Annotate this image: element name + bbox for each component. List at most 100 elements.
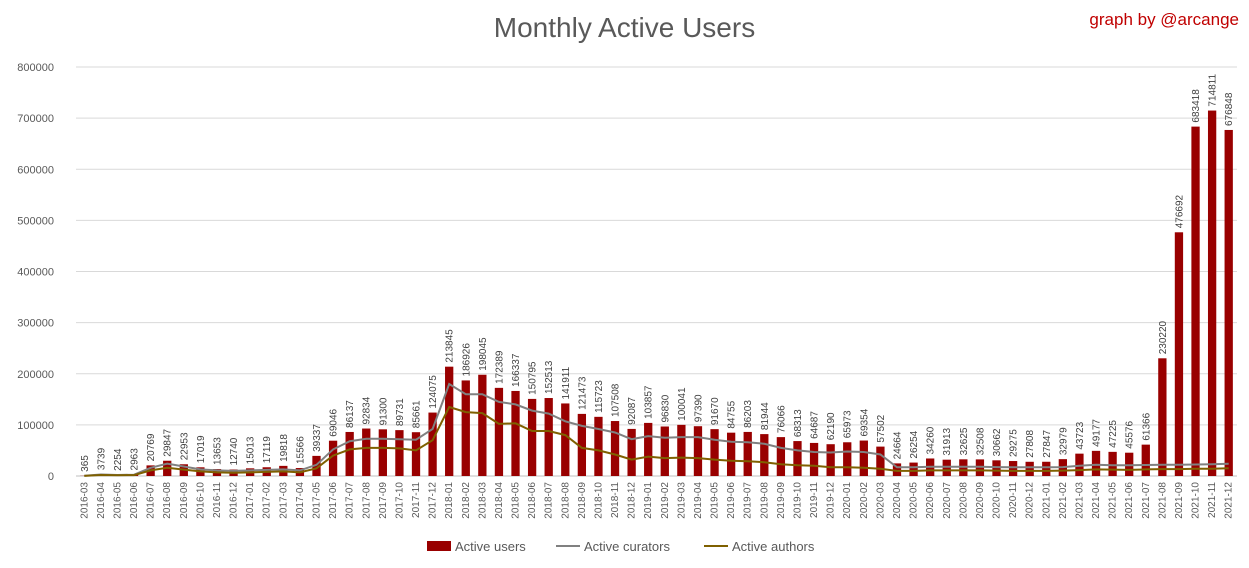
x-tick-label: 2018-06 [527,482,538,519]
bar [876,446,885,476]
bar [610,421,620,476]
data-label: 39337 [312,424,323,452]
x-tick-label: 2017-09 [378,482,389,519]
data-label: 714811 [1208,73,1219,106]
x-tick-label: 2020-05 [909,482,920,519]
bar [809,442,819,476]
x-tick-label: 2017-01 [245,482,256,519]
x-tick-label: 2017-02 [262,482,273,519]
data-label: 3739 [96,447,107,470]
bar [395,430,404,476]
x-tick-label: 2021-11 [1207,482,1218,518]
x-tick-label: 2017-03 [278,482,289,519]
x-tick-label: 2018-05 [511,482,522,519]
bar [478,374,487,476]
data-label: 100041 [677,387,688,421]
bar [1224,129,1233,476]
bar [677,424,686,476]
x-tick-label: 2020-07 [942,482,953,519]
bar [411,432,421,476]
legend: Active users Active curators Active author… [427,539,815,554]
bar [1108,451,1117,476]
data-label: 92834 [362,396,373,424]
data-label: 124075 [428,375,439,409]
x-tick-label: 2016-09 [179,482,190,519]
data-label: 81944 [760,402,771,430]
data-label: 22953 [179,432,190,460]
series-line [84,405,1229,477]
bar [378,429,387,476]
y-tick-label: 400000 [17,267,54,279]
x-tick-label: 2019-03 [676,482,687,519]
bar [428,412,437,476]
x-tick-label: 2020-01 [842,482,853,519]
y-tick-label: 500000 [17,215,54,227]
bar [445,366,454,476]
x-tick-label: 2020-04 [892,482,903,519]
data-label: 166337 [511,353,522,387]
x-tick-label: 2017-12 [428,482,439,519]
data-label: 213845 [445,329,456,363]
bar [693,426,703,476]
bar [1042,461,1051,476]
x-tick-label: 2021-12 [1224,482,1235,519]
x-tick-label: 2018-08 [560,482,571,519]
x-tick-label: 2017-04 [295,482,306,519]
x-tick-label: 2020-02 [859,482,870,519]
x-tick-label: 2017-11 [411,482,422,518]
bar [511,390,520,476]
data-label: 29847 [163,428,174,456]
bar [859,440,868,476]
bar [710,429,719,476]
bar [527,398,537,476]
data-label: 17119 [262,436,273,464]
data-label: 2254 [113,448,124,471]
bar [362,428,371,476]
data-label: 13653 [212,437,223,465]
bar [494,387,504,476]
data-label: 31913 [942,427,953,455]
data-label: 32508 [975,427,986,455]
bar [312,455,321,476]
x-tick-label: 2016-03 [79,482,90,519]
data-label: 15013 [246,436,257,464]
x-tick-label: 2018-10 [593,482,604,519]
x-tick-label: 2018-07 [544,482,555,519]
x-tick-label: 2020-11 [1008,482,1019,518]
data-label: 91300 [378,397,389,425]
y-axis: 0 100000 200000 300000 400000 500000 600000 700… [17,62,54,483]
bar [345,431,354,476]
bar [461,380,470,476]
bar [1141,444,1150,476]
bar [992,460,1001,476]
bar [544,398,553,476]
x-tick-label: 2019-07 [743,482,754,519]
data-label: 61366 [1141,412,1152,440]
bar [1091,450,1101,476]
x-axis: 2016-03 2016-04 2016-05 2016-06 2016-07 2016-… [79,482,1234,519]
data-label: 27808 [1025,430,1036,458]
bar [1174,232,1184,476]
bar [793,441,802,476]
bar [627,428,636,476]
x-tick-label: 2021-07 [1141,482,1152,519]
data-label: 69046 [329,408,340,436]
x-tick-label: 2021-09 [1174,482,1185,519]
data-label: 96830 [660,394,671,422]
data-label: 115723 [594,380,605,413]
data-labels: 365 3739 2254 2963 20769 29847 22953 17019 13653… [80,73,1235,471]
x-tick-label: 2018-09 [577,482,588,519]
legend-swatch [427,541,451,551]
data-label: 92087 [627,397,638,425]
data-label: 172389 [494,350,505,384]
x-tick-label: 2018-02 [461,482,472,519]
x-tick-label: 2017-10 [394,482,405,519]
data-label: 24664 [892,431,903,459]
x-tick-label: 2016-05 [112,482,123,519]
data-label: 107508 [611,383,622,417]
x-tick-label: 2017-07 [345,482,356,519]
x-tick-label: 2020-06 [925,482,936,519]
bar [942,459,951,476]
x-tick-label: 2018-03 [477,482,488,519]
